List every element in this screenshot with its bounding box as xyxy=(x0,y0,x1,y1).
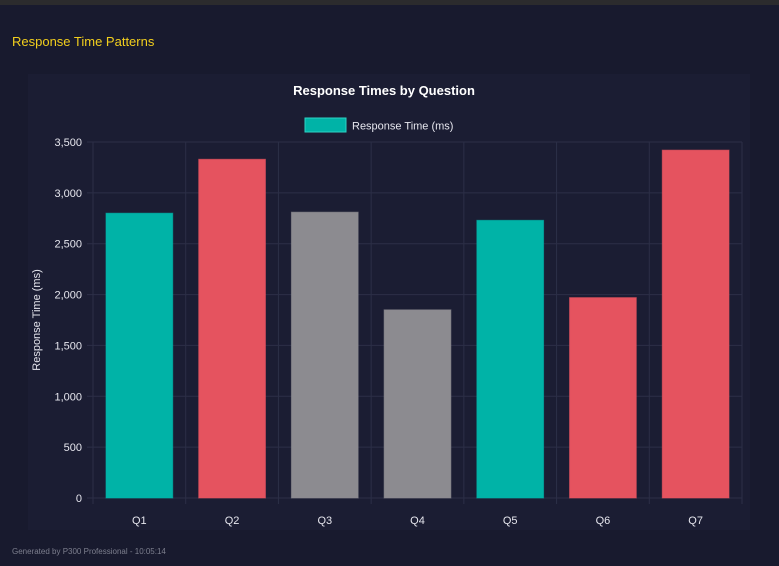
bar-q5[interactable] xyxy=(476,219,545,499)
y-tick-label: 0 xyxy=(76,493,82,505)
bar-q7[interactable] xyxy=(661,149,730,499)
bar-q6[interactable] xyxy=(569,297,637,499)
bar-q4[interactable] xyxy=(383,309,452,499)
bar-q3[interactable] xyxy=(290,211,359,499)
y-tick-label: 1,500 xyxy=(54,340,82,352)
legend-swatch xyxy=(304,117,347,133)
footer-text: Generated by P300 Professional - 10:05:1… xyxy=(12,547,166,556)
y-tick-label: 2,000 xyxy=(54,290,82,302)
x-tick-label: Q2 xyxy=(225,515,240,527)
section-title: Response Time Patterns xyxy=(12,34,155,49)
y-axis-label: Response Time (ms) xyxy=(31,269,43,370)
x-tick-label: Q5 xyxy=(503,515,518,527)
y-tick-label: 1,000 xyxy=(54,391,82,403)
bar-q2[interactable] xyxy=(198,158,266,499)
bar-q1[interactable] xyxy=(105,212,174,499)
y-tick-label: 3,500 xyxy=(54,137,82,149)
y-tick-label: 2,500 xyxy=(54,239,82,251)
x-tick-label: Q7 xyxy=(688,515,703,527)
window-top-bar xyxy=(0,0,779,5)
y-tick-label: 3,000 xyxy=(54,188,82,200)
legend-label[interactable]: Response Time (ms) xyxy=(352,121,453,133)
x-tick-label: Q6 xyxy=(596,515,611,527)
y-tick-label: 500 xyxy=(64,442,82,454)
x-tick-label: Q1 xyxy=(132,515,147,527)
x-tick-label: Q3 xyxy=(317,515,332,527)
x-tick-label: Q4 xyxy=(410,515,425,527)
chart-title: Response Times by Question xyxy=(293,83,475,98)
